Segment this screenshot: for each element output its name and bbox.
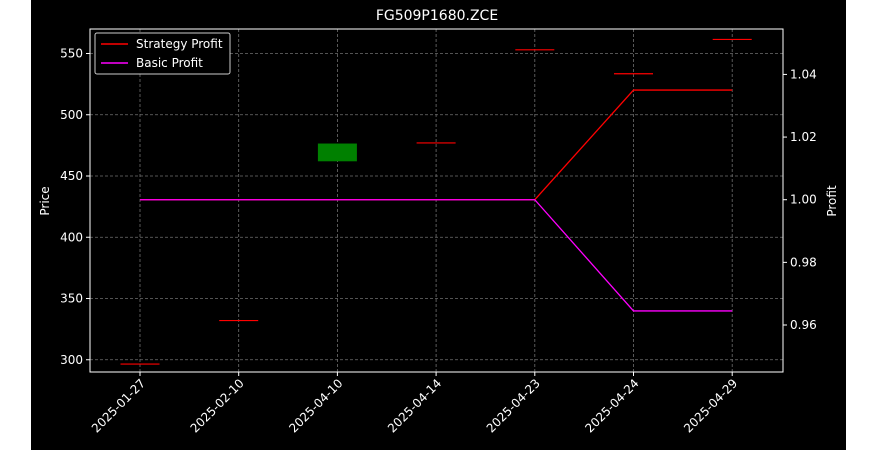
chart-title: FG509P1680.ZCE [376, 8, 498, 24]
left-y-tick-label: 500 [60, 108, 83, 122]
grid [90, 29, 783, 372]
axes: 2025-01-27 2025-02-10 2025-04-10 2025-04-14… [60, 47, 817, 436]
left-y-tick-label: 400 [60, 230, 83, 244]
price-candle [317, 143, 357, 162]
legend: Strategy Profit Basic Profit [94, 32, 231, 75]
x-tick-label: 2025-02-10 [188, 376, 247, 435]
x-tick-label: 2025-04-23 [484, 376, 543, 435]
right-y-tick-label: 0.96 [790, 318, 817, 332]
right-axis-label: Profit [825, 185, 839, 217]
left-y-tick-label: 300 [60, 353, 83, 367]
right-y-tick-label: 0.98 [790, 255, 817, 269]
legend-label: Strategy Profit [136, 37, 223, 51]
x-tick-label: 2025-04-29 [681, 376, 740, 435]
profit-series [140, 89, 733, 312]
profit-series-line [140, 199, 733, 312]
x-tick-label: 2025-04-10 [286, 376, 345, 435]
x-tick-label: 2025-04-14 [385, 376, 444, 435]
left-y-tick-label: 550 [60, 47, 83, 61]
left-y-tick-label: 450 [60, 169, 83, 183]
right-y-tick-label: 1.04 [790, 67, 817, 81]
right-y-tick-label: 1.00 [790, 193, 817, 207]
right-y-tick-label: 1.02 [790, 130, 817, 144]
legend-box [94, 32, 231, 75]
x-tick-label: 2025-01-27 [89, 376, 148, 435]
price-candles [120, 38, 752, 365]
left-y-tick-label: 350 [60, 292, 83, 306]
x-tick-label: 2025-04-24 [582, 376, 641, 435]
left-axis-label: Price [38, 186, 52, 215]
chart-svg: FG509P1680.ZCE 2025-01-27 2025-02-10 2025-… [38, 8, 839, 436]
legend-label: Basic Profit [136, 56, 203, 70]
chart-figure: FG509P1680.ZCE 2025-01-27 2025-02-10 2025-… [31, 0, 846, 450]
